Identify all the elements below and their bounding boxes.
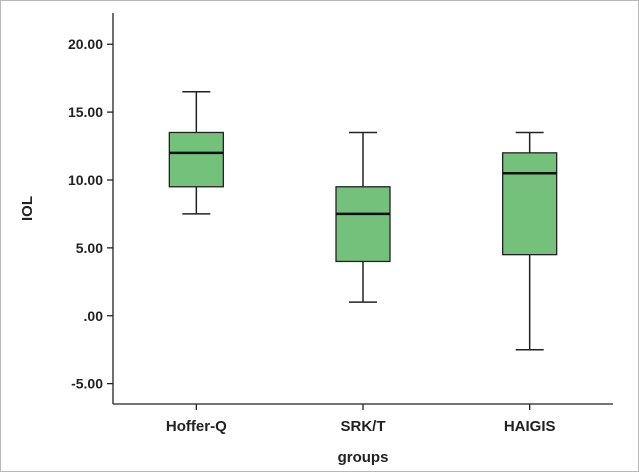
iqr-box (168, 131, 224, 188)
x-axis: Hoffer-Q SRK/T HAIGIS (166, 404, 556, 435)
box-haigis (502, 131, 558, 351)
x-tick-label: Hoffer-Q (166, 418, 227, 435)
box-hoffer-q (168, 90, 224, 215)
x-axis-title: groups (338, 449, 389, 466)
boxes-group (168, 90, 558, 351)
box-srk-t (335, 131, 391, 303)
y-tick-label: 5.00 (76, 240, 103, 256)
y-axis: -5.00 .00 5.00 10.00 15.00 20.00 (68, 36, 113, 392)
x-tick-label: SRK/T (341, 418, 386, 435)
iqr-box (335, 186, 391, 263)
iqr-box (502, 152, 558, 256)
y-tick-label: 15.00 (68, 104, 103, 120)
x-tick-label: HAIGIS (504, 418, 556, 435)
y-tick-label: .00 (84, 308, 104, 324)
y-tick-label: 20.00 (68, 36, 103, 52)
y-axis-title: IOL (19, 196, 36, 221)
y-tick-label: 10.00 (68, 172, 103, 188)
y-tick-label: -5.00 (71, 376, 103, 392)
